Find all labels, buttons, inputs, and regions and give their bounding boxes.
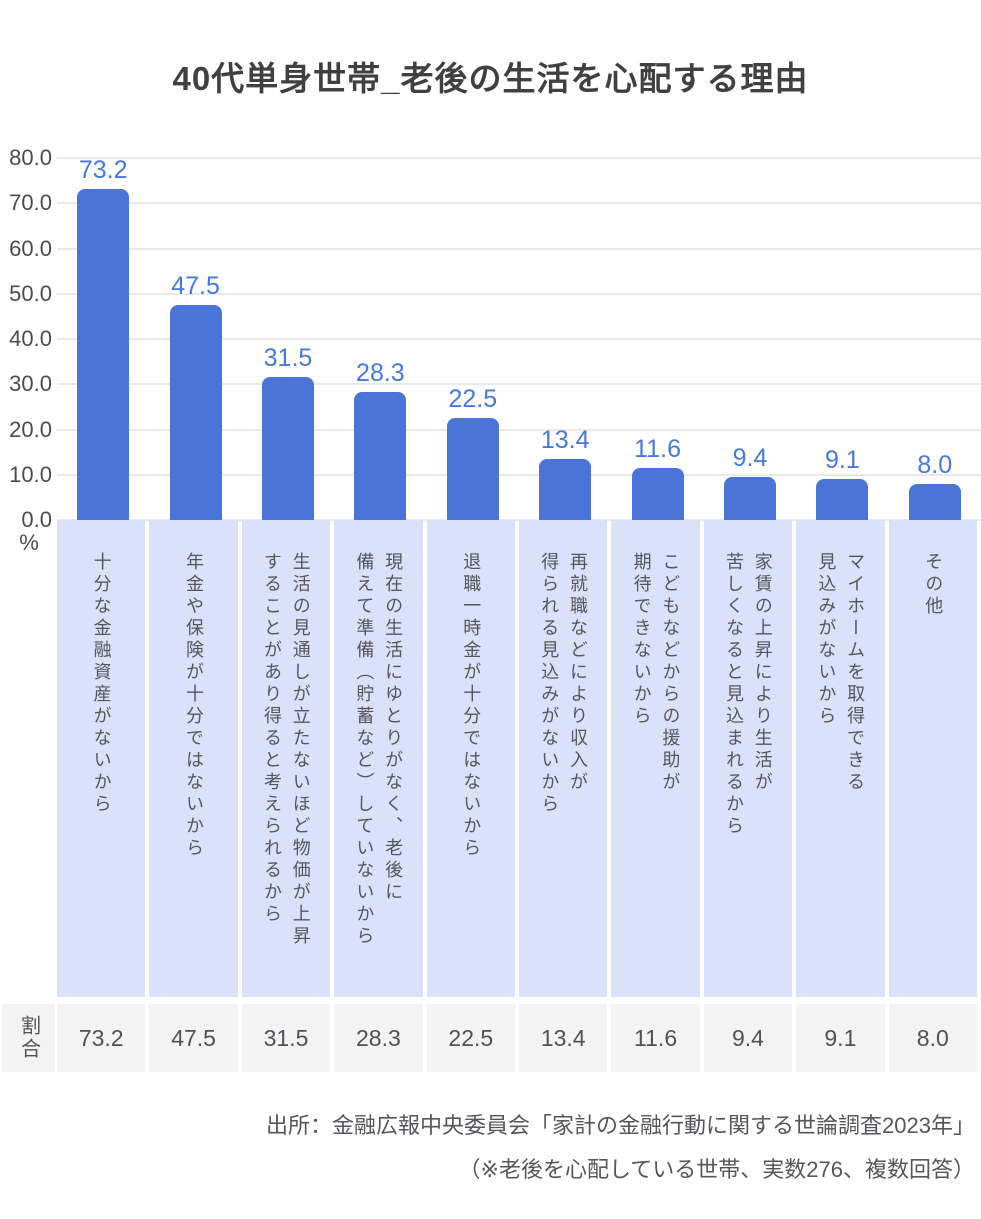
bar-value-label: 9.1 [825, 445, 860, 474]
table-cell: 9.1 [796, 1004, 885, 1072]
bar-value-label: 47.5 [171, 272, 220, 301]
table-cell: 9.4 [703, 1004, 793, 1072]
bar-value-label: 22.5 [448, 385, 498, 414]
bar [354, 391, 407, 520]
y-tick-label: 10.0 [9, 461, 52, 487]
chart-title: 40代単身世帯_老後の生活を心配する理由 [172, 60, 809, 97]
bar-value-label: 11.6 [634, 434, 681, 463]
y-tick-label: 80.0 [9, 145, 52, 170]
bar-value-label: 8.0 [917, 450, 953, 479]
bar [169, 305, 222, 520]
y-tick-label: 20.0 [9, 416, 52, 442]
bar-value-label: 73.2 [78, 155, 128, 184]
bar [723, 477, 776, 520]
category-band: 現在の生活にゆとりがなく、老後に 備えて準備（貯蓄など）していないから [334, 520, 423, 997]
category-label: 十分な金融資産がないから [91, 552, 112, 816]
gridline-50.0 [57, 292, 981, 295]
chart-column: 11.6 こどもなどからの援助が 期待できないから 11.6 [611, 158, 703, 1074]
category-band: こどもなどからの援助が 期待できないから [611, 520, 700, 997]
bar-value-label: 31.5 [263, 344, 313, 373]
chart-column: 47.5 年金や保険が十分ではないから 47.5 [149, 158, 241, 1074]
gridline-80.0 [57, 157, 981, 159]
chart-column: 28.3 現在の生活にゆとりがなく、老後に 備えて準備（貯蓄など）していないから 2… [334, 158, 426, 1074]
category-band: 退職一時金が十分ではないから [426, 520, 515, 997]
y-tick-label: 40.0 [9, 326, 52, 351]
chart-column: 8.0 その他 8.0 [888, 158, 981, 1074]
y-tick-label: 0.0 [21, 507, 52, 532]
gridline-60.0 [57, 247, 981, 250]
chart-column: 9.1 マイホームを取得できる 見込みがないから 9.1 [796, 158, 888, 1074]
gridline-30.0 [57, 383, 981, 386]
category-label: 現在の生活にゆとりがなく、老後に 備えて準備（貯蓄など）していないから [354, 552, 404, 948]
category-band: 生活の見通しが立たないほど物価が上昇 することがあり得ると考えられるから [241, 520, 331, 997]
chart-column: 73.2 十分な金融資産がないから 73.2 [57, 155, 149, 1074]
table-cell: 31.5 [241, 1004, 331, 1072]
gridline-10.0 [57, 473, 981, 476]
bar [816, 478, 869, 520]
bar [539, 459, 592, 520]
y-axis-unit-label: % [19, 530, 39, 555]
category-label: 家賃の上昇により生活が 苦しくなると見込まれるから [723, 552, 773, 838]
source-line-2: （※老後を心配している世帯、実数276、複数回答） [458, 1157, 975, 1182]
table-cell: 28.3 [334, 1004, 423, 1072]
y-tick-label: 60.0 [9, 235, 52, 261]
table-cell: 47.5 [149, 1004, 238, 1072]
bar [631, 467, 684, 520]
chart-column: 31.5 生活の見通しが立たないほど物価が上昇 することがあり得ると考えられるから… [241, 158, 334, 1074]
chart-column: 22.5 退職一時金が十分ではないから 22.5 [426, 158, 519, 1074]
y-tick-label: 70.0 [9, 190, 52, 216]
y-tick-label: 50.0 [9, 280, 52, 306]
table-row-header: 割合 [17, 1015, 40, 1061]
chart-columns: 73.2 十分な金融資産がないから 73.2 47.5 年金や保険が十分ではないから 47… [57, 155, 981, 1074]
bar [446, 418, 499, 520]
plot-area: 0.0 10.0 20.0 30.0 40.0 50.0 60.0 70.0 80.0 [0, 145, 981, 532]
category-label: こどもなどからの援助が 期待できないから [631, 552, 681, 794]
category-band: 再就職などにより収入が 得られる見込みがないから [519, 520, 608, 997]
gridline-70.0 [57, 202, 981, 205]
category-label: その他 [923, 552, 944, 618]
bar-value-label: 28.3 [356, 358, 405, 387]
bar [908, 483, 961, 520]
table-cell: 73.2 [57, 1004, 146, 1072]
bar-value-label: 9.4 [732, 444, 768, 473]
bar [77, 188, 130, 520]
category-label: マイホームを取得できる 見込みがないから [816, 552, 866, 794]
category-label: 生活の見通しが立たないほど物価が上昇 することがあり得ると考えられるから [261, 552, 311, 948]
category-band: 家賃の上昇により生活が 苦しくなると見込まれるから [703, 520, 793, 997]
table-cell: 13.4 [519, 1004, 608, 1072]
gridline-20.0 [57, 428, 981, 431]
gridline-40.0 [57, 338, 981, 340]
category-label: 退職一時金が十分ではないから [461, 552, 482, 860]
y-tick-label: 30.0 [9, 371, 52, 397]
category-label: 再就職などにより収入が 得られる見込みがないから [539, 552, 588, 816]
category-label: 年金や保険が十分ではないから [183, 552, 204, 860]
table-cell: 22.5 [426, 1004, 515, 1072]
bar [261, 377, 314, 520]
category-band: その他 [888, 520, 977, 997]
table-row-header-cell: 割合 [2, 1004, 55, 1072]
source-line-1: 出所：金融広報中央委員会「家計の金融行動に関する世論調査2023年」 [266, 1113, 975, 1138]
category-band: 年金や保険が十分ではないから [149, 520, 238, 997]
chart-column: 9.4 家賃の上昇により生活が 苦しくなると見込まれるから 9.4 [703, 158, 796, 1074]
table-cell: 8.0 [888, 1004, 977, 1072]
category-band: 十分な金融資産がないから [57, 520, 146, 997]
table-cell: 11.6 [611, 1004, 700, 1072]
bar-value-label: 13.4 [540, 426, 590, 455]
chart-column: 13.4 再就職などにより収入が 得られる見込みがないから 13.4 [519, 158, 611, 1074]
category-band: マイホームを取得できる 見込みがないから [796, 520, 885, 997]
